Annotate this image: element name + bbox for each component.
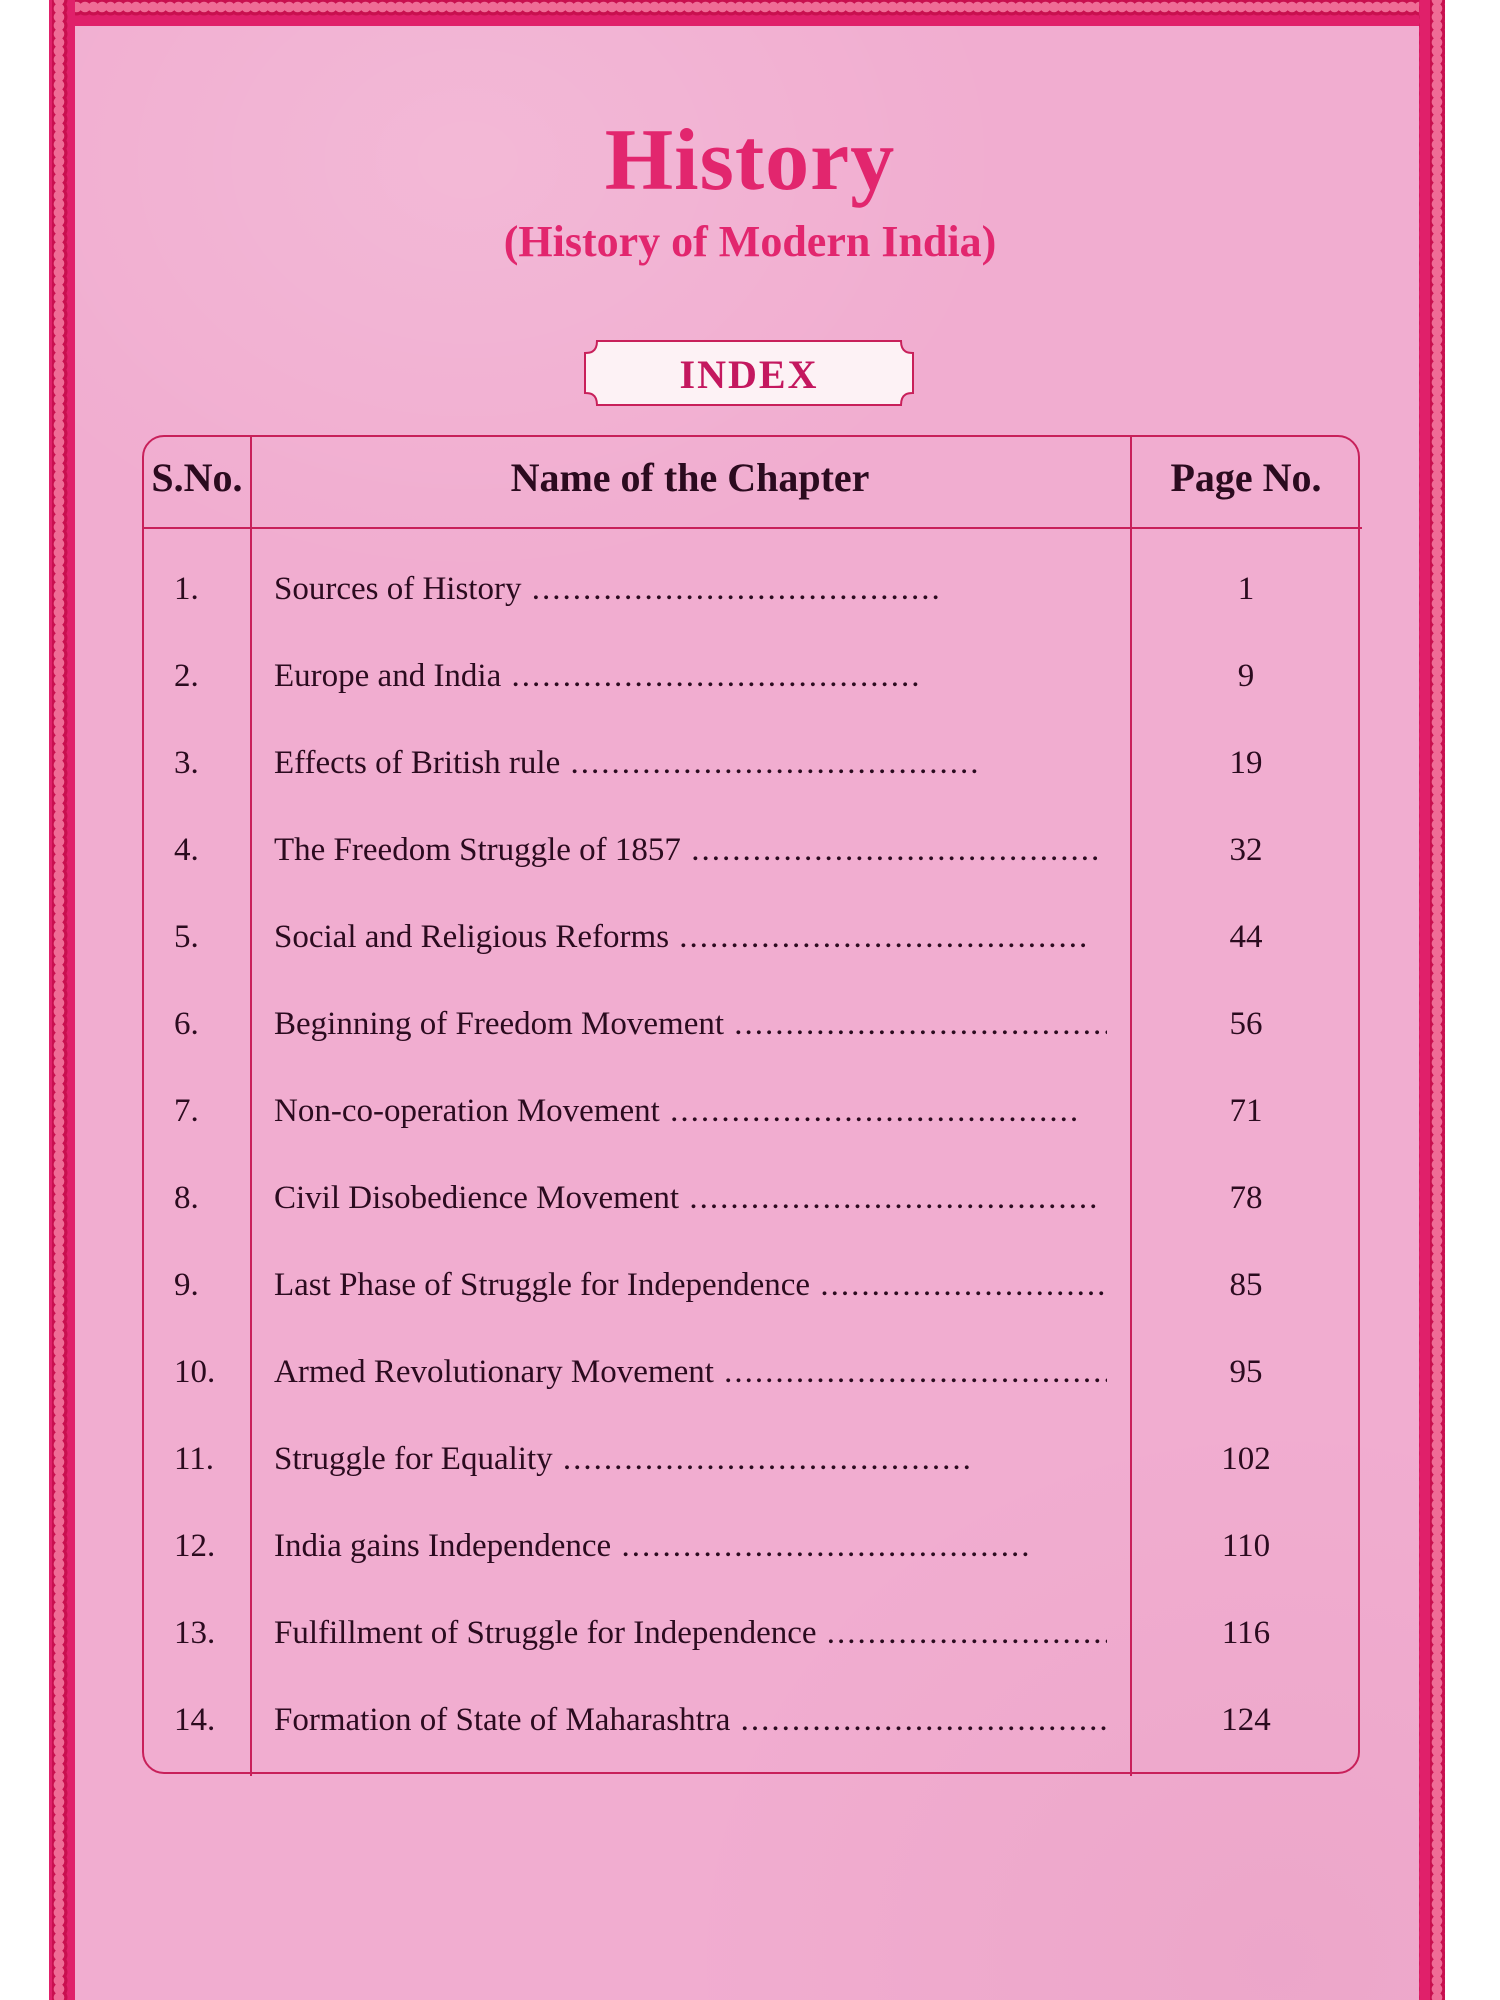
svg-text:INDEX: INDEX [680,352,819,397]
